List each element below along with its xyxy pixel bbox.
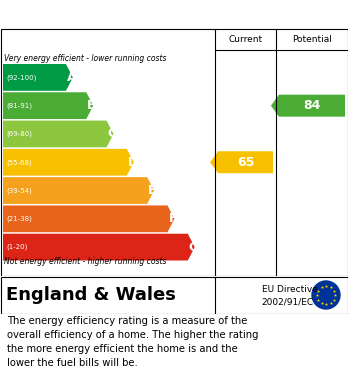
Text: EU Directive: EU Directive [262, 285, 317, 294]
Polygon shape [3, 64, 73, 91]
Text: (39-54): (39-54) [6, 187, 32, 194]
Polygon shape [3, 234, 195, 260]
Polygon shape [3, 120, 113, 147]
Polygon shape [3, 149, 134, 176]
Text: (81-91): (81-91) [6, 102, 32, 109]
Text: C: C [108, 127, 117, 140]
Text: England & Wales: England & Wales [6, 286, 176, 304]
Text: (92-100): (92-100) [6, 74, 37, 81]
Polygon shape [271, 95, 345, 117]
Text: Energy Efficiency Rating: Energy Efficiency Rating [10, 7, 220, 22]
Text: E: E [148, 184, 157, 197]
Text: The energy efficiency rating is a measure of the
overall efficiency of a home. T: The energy efficiency rating is a measur… [7, 316, 259, 368]
Text: (55-68): (55-68) [6, 159, 32, 165]
Text: Very energy efficient - lower running costs: Very energy efficient - lower running co… [4, 54, 166, 63]
Polygon shape [210, 151, 273, 173]
Text: Potential: Potential [292, 34, 332, 43]
Text: D: D [128, 156, 138, 169]
Text: (1-20): (1-20) [6, 244, 27, 250]
Polygon shape [3, 205, 174, 232]
Text: F: F [168, 212, 177, 225]
Circle shape [312, 281, 340, 309]
Text: 84: 84 [303, 99, 321, 112]
Text: Not energy efficient - higher running costs: Not energy efficient - higher running co… [4, 257, 166, 266]
Text: (21-38): (21-38) [6, 215, 32, 222]
Text: A: A [67, 71, 77, 84]
Polygon shape [3, 177, 154, 204]
Text: B: B [87, 99, 97, 112]
Text: 65: 65 [237, 156, 254, 169]
Text: G: G [189, 240, 199, 254]
Text: 2002/91/EC: 2002/91/EC [262, 297, 314, 306]
Text: Current: Current [228, 34, 263, 43]
Text: (69-80): (69-80) [6, 131, 32, 137]
Polygon shape [3, 92, 93, 119]
